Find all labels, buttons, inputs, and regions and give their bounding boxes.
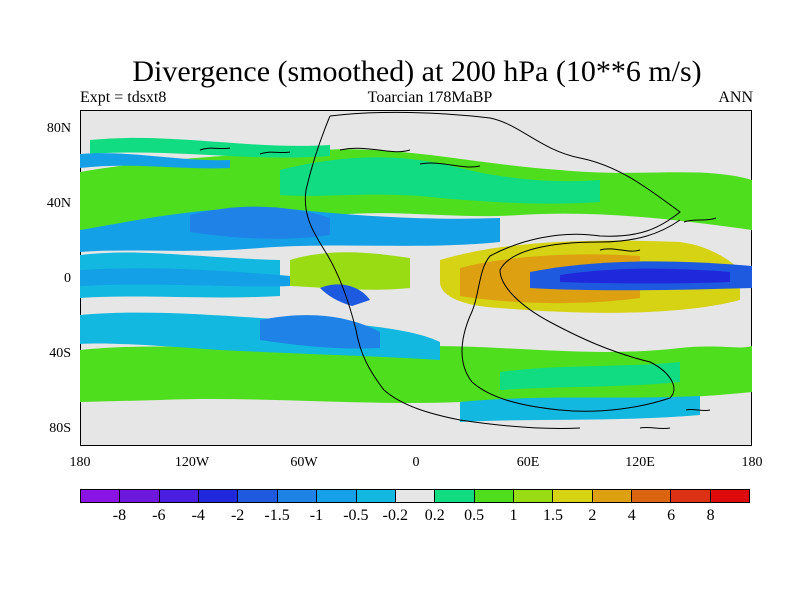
divergence-map bbox=[80, 111, 752, 430]
southern-divergence-core bbox=[500, 362, 680, 390]
northern-islands bbox=[199, 147, 291, 155]
figure-title: Divergence (smoothed) at 200 hPa (10**6 … bbox=[132, 55, 702, 88]
colorbar-swatch bbox=[159, 490, 200, 502]
southern-ocean-convergence bbox=[460, 396, 700, 422]
colorbar-label: 8 bbox=[706, 507, 715, 524]
colorbar-swatch bbox=[710, 490, 750, 502]
colorbar-label: -4 bbox=[191, 507, 205, 524]
lat-tick-40n: 40N bbox=[46, 196, 71, 211]
lat-tick-80s: 80S bbox=[49, 421, 71, 436]
lon-tick-120w: 120W bbox=[174, 455, 210, 470]
tropical-divergence-west bbox=[290, 252, 410, 290]
colorbar-label: 2 bbox=[588, 507, 597, 524]
mid-latitude-convergence-core bbox=[190, 206, 330, 239]
colorbar-label: -1.5 bbox=[264, 507, 290, 524]
lon-tick-0: 0 bbox=[412, 455, 420, 470]
season-label: ANN bbox=[718, 89, 753, 106]
colorbar-label: 0.5 bbox=[464, 507, 485, 524]
lat-tick-40s: 40S bbox=[49, 346, 71, 361]
colorbar-label: 1 bbox=[509, 507, 518, 524]
colorbar-swatch bbox=[81, 490, 121, 502]
lat-tick-80n: 80N bbox=[46, 121, 71, 136]
southern-islands bbox=[639, 408, 711, 430]
colorbar-swatch bbox=[553, 490, 593, 502]
colorbar-label: -0.2 bbox=[382, 507, 408, 524]
colorbar-label: -1 bbox=[309, 507, 324, 524]
colorbar-swatch bbox=[238, 490, 278, 502]
colorbar-swatch bbox=[513, 490, 554, 502]
northern-coast-fragment bbox=[339, 147, 481, 168]
experiment-label: Expt = tdsxt8 bbox=[80, 89, 167, 106]
lon-tick-60w: 60W bbox=[290, 455, 318, 470]
colorbar-label: 0.2 bbox=[424, 507, 445, 524]
colorbar-label: -0.5 bbox=[343, 507, 369, 524]
colorbar-swatch bbox=[356, 490, 396, 502]
south-atlantic-convergence bbox=[320, 284, 370, 306]
colorbar-swatch bbox=[120, 490, 160, 502]
colorbar-swatch bbox=[277, 490, 318, 502]
northern-polar-convergence bbox=[80, 153, 230, 169]
colorbar-swatch bbox=[317, 490, 357, 502]
lat-tick-0: 0 bbox=[64, 271, 71, 286]
northern-divergence-core bbox=[280, 157, 600, 204]
colorbar-swatch bbox=[395, 490, 436, 502]
lon-tick-120e: 120E bbox=[625, 455, 655, 470]
lon-tick-180-west: 180 bbox=[69, 455, 91, 470]
colorbar-swatch bbox=[435, 490, 475, 502]
lon-tick-60e: 60E bbox=[516, 455, 540, 470]
colorbar-swatch bbox=[671, 490, 711, 502]
colorbar-swatch bbox=[199, 490, 239, 502]
pangaea-coastline bbox=[304, 111, 681, 430]
colorbar-label: 1.5 bbox=[542, 507, 563, 524]
colorbar-label: -6 bbox=[152, 507, 166, 524]
colorbar bbox=[80, 489, 750, 503]
colorbar-swatch bbox=[592, 490, 633, 502]
colorbar-label: 4 bbox=[627, 507, 636, 524]
colorbar-label: -8 bbox=[112, 507, 127, 524]
period-label: Toarcian 178MaBP bbox=[367, 89, 493, 106]
southern-divergence-band bbox=[80, 346, 752, 403]
colorbar-swatch bbox=[474, 490, 514, 502]
equatorial-convergence bbox=[80, 268, 290, 287]
eastern-tethys-convergence-core bbox=[560, 268, 730, 284]
colorbar-label: 6 bbox=[667, 507, 676, 524]
coastlines bbox=[199, 111, 717, 430]
subtropical-south-convergence-core bbox=[260, 315, 380, 349]
lon-tick-180-east: 180 bbox=[741, 455, 763, 470]
colorbar-label: -2 bbox=[230, 507, 245, 524]
colorbar-swatch bbox=[632, 490, 672, 502]
tethys-islands bbox=[599, 217, 717, 252]
